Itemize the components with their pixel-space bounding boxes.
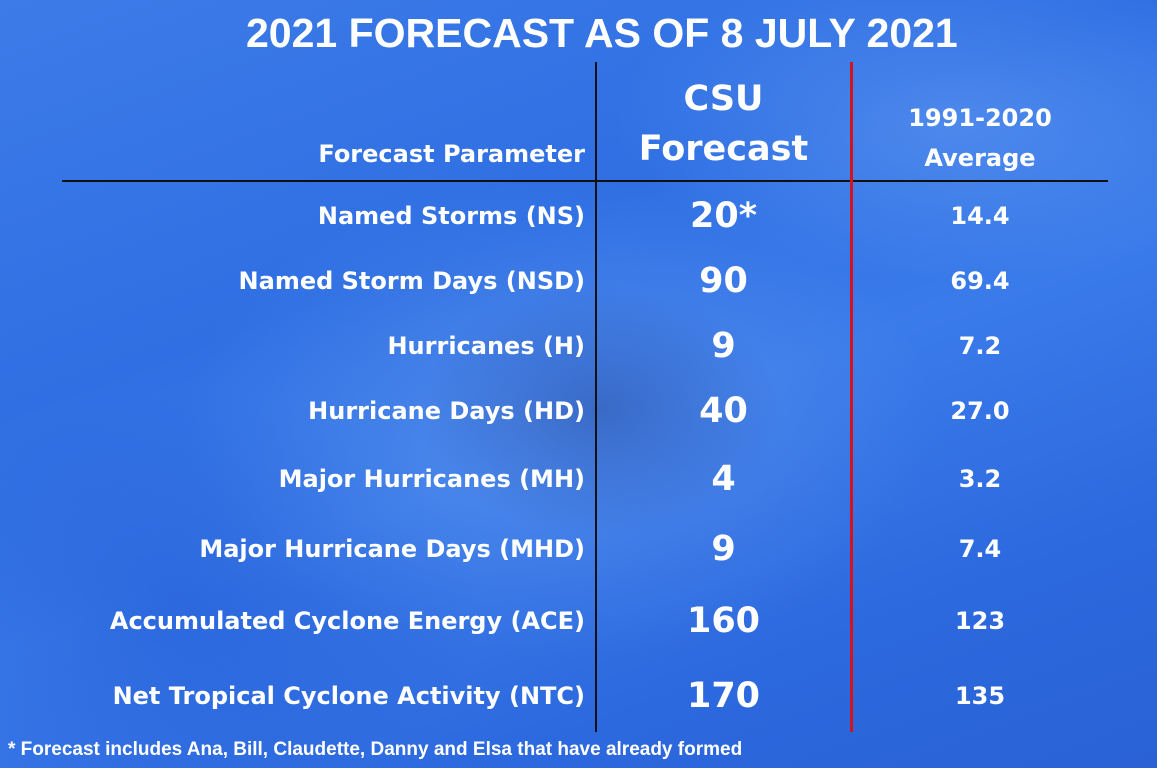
header-csu-line1: CSU [683, 79, 764, 119]
cell-average: 27.0 [950, 397, 1010, 425]
table-row: Hurricane Days (HD) 40 27.0 [0, 391, 1157, 431]
cell-csu-forecast: 20* [689, 196, 757, 236]
table-row: Major Hurricanes (MH) 4 3.2 [0, 459, 1157, 499]
column-divider-average [850, 62, 853, 732]
table-row: Named Storms (NS) 20* 14.4 [0, 196, 1157, 236]
cell-parameter: Named Storms (NS) [317, 202, 585, 230]
cell-average: 135 [954, 682, 1006, 710]
cell-csu-forecast: 9 [711, 529, 736, 569]
cell-csu-forecast: 9 [711, 326, 736, 366]
footnote: * Forecast includes Ana, Bill, Claudette… [8, 739, 743, 760]
cell-parameter: Net Tropical Cyclone Activity (NTC) [112, 682, 585, 710]
header-avg-line1: 1991-2020 [908, 104, 1052, 132]
header-csu-line2: Forecast [638, 129, 809, 169]
header-avg-line2: Average [924, 144, 1036, 172]
cell-average: 69.4 [950, 267, 1010, 295]
page-title: 2021 FORECAST AS OF 8 JULY 2021 [246, 10, 958, 56]
header-average: 1991-2020 Average [853, 98, 1107, 178]
title-bar: 2021 FORECAST AS OF 8 JULY 2021 [0, 0, 1157, 60]
cell-parameter: Named Storm Days (NSD) [238, 267, 585, 295]
header-rule [62, 180, 1108, 182]
cell-parameter: Major Hurricane Days (MHD) [199, 535, 585, 563]
cell-average: 14.4 [950, 202, 1010, 230]
table-row: Hurricanes (H) 9 7.2 [0, 326, 1157, 366]
header-csu-forecast: CSU Forecast [597, 74, 850, 174]
cell-csu-forecast: 90 [699, 261, 748, 301]
header-forecast-parameter: Forecast Parameter [318, 140, 585, 168]
cell-csu-forecast: 170 [686, 676, 761, 716]
cell-csu-forecast: 160 [686, 601, 761, 641]
cell-csu-forecast: 40 [699, 391, 748, 431]
cell-parameter: Accumulated Cyclone Energy (ACE) [109, 607, 585, 635]
cell-parameter: Hurricanes (H) [387, 332, 585, 360]
table-row: Major Hurricane Days (MHD) 9 7.4 [0, 529, 1157, 569]
table-row: Accumulated Cyclone Energy (ACE) 160 123 [0, 601, 1157, 641]
cell-parameter: Hurricane Days (HD) [308, 397, 585, 425]
table-row: Named Storm Days (NSD) 90 69.4 [0, 261, 1157, 301]
column-divider-parameter [595, 62, 597, 732]
cell-average: 3.2 [958, 465, 1002, 493]
cell-average: 7.4 [958, 535, 1002, 563]
cell-average: 123 [954, 607, 1006, 635]
cell-csu-forecast: 4 [711, 459, 736, 499]
cell-average: 7.2 [958, 332, 1002, 360]
table-row: Net Tropical Cyclone Activity (NTC) 170 … [0, 676, 1157, 716]
cell-parameter: Major Hurricanes (MH) [278, 465, 585, 493]
